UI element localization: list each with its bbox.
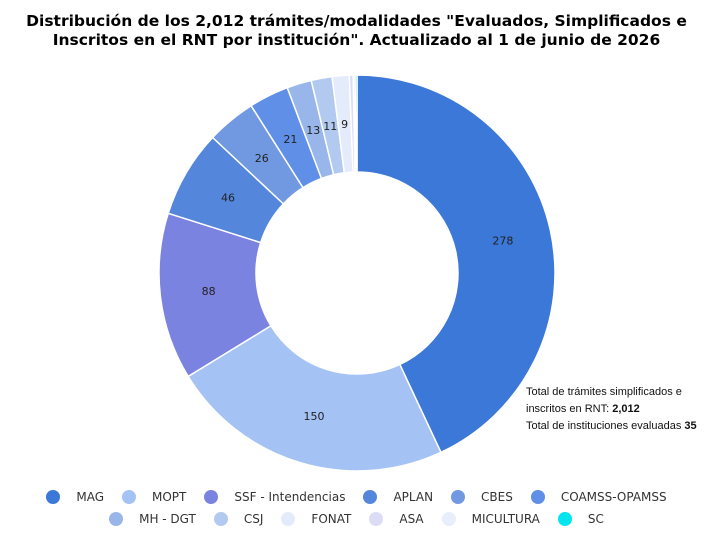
legend-item-mh-dgt[interactable]: MH - DGT (109, 512, 196, 526)
legend-label-csj: CSJ (243, 512, 264, 526)
legend-label-micultura: MICULTURA (471, 512, 540, 526)
legend-label-mopt: MOPT (152, 490, 187, 504)
data-label-aplan: 46 (221, 191, 235, 204)
chart-title-line-1: Distribución de los 2,012 trámites/modal… (26, 12, 687, 30)
legend-item-asa[interactable]: ASA (369, 512, 424, 526)
legend-label-sc: SC (587, 512, 604, 526)
data-label-cbes: 26 (255, 152, 269, 165)
legend-marker-mh-dgt (109, 512, 124, 526)
totals-note-line-3-text: Total de instituciones evaluadas (526, 420, 685, 432)
legend-label-fonat: FONAT (311, 512, 352, 526)
legend-row-1: MAG MOPT SSF - Intendencias APLAN CBES COAMSS… (0, 486, 713, 508)
total-institutions-value: 35 (684, 420, 697, 432)
legend-label-cbes: CBES (481, 490, 513, 504)
slice-mag[interactable] (356, 74, 556, 454)
legend-item-csj[interactable]: CSJ (213, 512, 264, 526)
total-procedures-value: 2,012 (612, 403, 640, 415)
data-label-csj: 11 (323, 120, 337, 133)
totals-note: Total de trámites simplificados e inscri… (526, 384, 711, 435)
legend-label-coamss-opamss: COAMSS-OPAMSS (560, 490, 667, 504)
data-label-fonat: 9 (341, 118, 348, 131)
legend-marker-csj (213, 512, 228, 526)
legend-item-micultura[interactable]: MICULTURA (441, 512, 540, 526)
legend-item-sc[interactable]: SC (557, 512, 604, 526)
legend-label-mh-dgt: MH - DGT (139, 512, 196, 526)
totals-note-line-2-text: inscritos en RNT: (526, 403, 613, 415)
legend-item-aplan[interactable]: APLAN (363, 490, 433, 504)
chart-legend: MAG MOPT SSF - Intendencias APLAN CBES COAMSS… (0, 486, 713, 530)
data-label-mh-dgt: 13 (306, 124, 320, 137)
totals-note-line-2: inscritos en RNT: 2,012 (526, 401, 711, 418)
legend-item-coamss-opamss[interactable]: COAMSS-OPAMSS (530, 490, 667, 504)
slice-sc[interactable] (354, 74, 358, 173)
legend-label-aplan: APLAN (393, 490, 434, 504)
legend-label-mag: MAG (76, 490, 104, 504)
legend-item-mopt[interactable]: MOPT (122, 490, 186, 504)
legend-item-mag[interactable]: MAG (46, 490, 104, 504)
legend-marker-coamss-opamss (530, 490, 545, 504)
legend-marker-fonat (281, 512, 296, 526)
totals-note-line-3: Total de instituciones evaluadas 35 (526, 418, 711, 435)
legend-label-ssf-intendencias: SSF - Intendencias (234, 490, 346, 504)
data-label-ssf-intendencias: 88 (202, 285, 216, 298)
legend-marker-mopt (122, 490, 136, 504)
data-label-mag: 278 (492, 235, 513, 248)
legend-row-2: MH - DGT CSJ FONAT ASA MICULTURA SC (0, 508, 713, 530)
legend-marker-micultura (441, 512, 456, 526)
data-label-mopt: 150 (303, 410, 324, 423)
totals-note-line-1: Total de trámites simplificados e (526, 386, 682, 398)
legend-marker-sc (557, 512, 572, 526)
legend-marker-mag (46, 490, 61, 504)
legend-marker-aplan (363, 490, 378, 504)
chart-title: Distribución de los 2,012 trámites/modal… (0, 12, 713, 50)
legend-label-asa: ASA (399, 512, 424, 526)
legend-item-cbes[interactable]: CBES (451, 490, 513, 504)
legend-item-fonat[interactable]: FONAT (281, 512, 351, 526)
legend-marker-asa (369, 512, 384, 526)
legend-marker-cbes (451, 490, 466, 504)
legend-item-ssf-intendencias[interactable]: SSF - Intendencias (204, 490, 345, 504)
slice-mopt[interactable] (187, 324, 442, 472)
data-label-coamss-opamss: 21 (283, 133, 297, 146)
chart-title-line-2: Inscritos en el RNT por institución". Ac… (52, 31, 661, 49)
legend-marker-ssf-intendencias (204, 490, 219, 504)
